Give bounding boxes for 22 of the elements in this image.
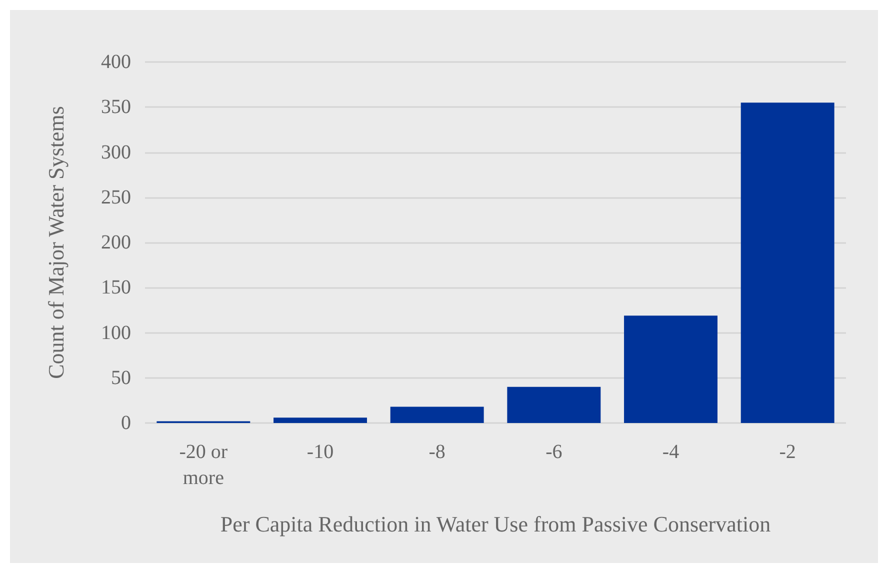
x-tick-label: -8: [428, 441, 446, 463]
y-tick-label: 200: [101, 232, 131, 254]
y-tick-label: 100: [101, 322, 131, 344]
bar: [390, 406, 484, 423]
x-axis-title: Per Capita Reduction in Water Use from Passive Conservation: [220, 512, 771, 536]
y-tick-label: 50: [111, 366, 131, 389]
y-tick-label: 300: [101, 141, 131, 164]
y-tick-label: 0: [121, 412, 131, 434]
y-tick-label: 250: [101, 186, 131, 208]
x-tick-label: -20 or more: [179, 441, 228, 489]
x-tick-label: -4: [662, 441, 680, 463]
bar: [740, 102, 834, 423]
x-tick-label: -6: [546, 441, 562, 463]
bar: [507, 386, 601, 423]
y-tick-label: 150: [101, 276, 131, 299]
y-axis-title: Count of Major Water Systems: [44, 106, 68, 379]
bar: [624, 316, 718, 423]
y-tick-label: 350: [101, 96, 131, 118]
x-tick-label: -2: [779, 441, 796, 463]
bar: [274, 418, 367, 423]
y-tick-label: 400: [101, 51, 131, 73]
x-tick-label: -10: [306, 441, 334, 463]
